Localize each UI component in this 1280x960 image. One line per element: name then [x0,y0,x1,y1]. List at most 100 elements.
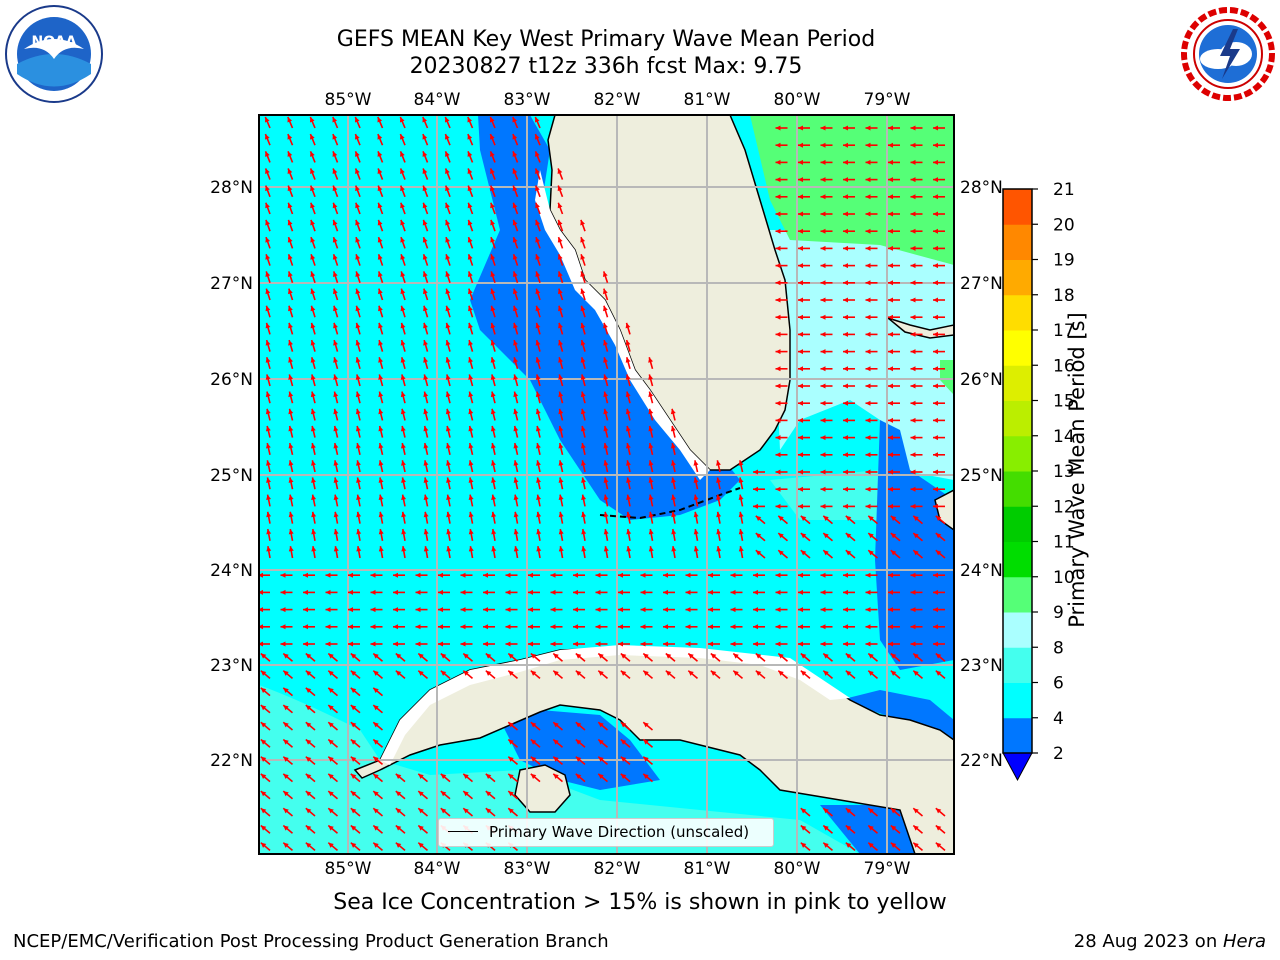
wave-direction-arrow [820,486,833,492]
wave-direction-arrow [865,349,878,355]
wave-direction-arrow [798,211,810,217]
wave-direction-arrow [865,400,878,406]
wave-direction-arrow [445,374,451,387]
wave-direction-arrow [311,477,316,490]
wave-direction-arrow [491,528,497,541]
wave-direction-arrow [378,511,384,524]
wave-direction-arrow [775,366,788,372]
wave-direction-arrow [888,159,900,165]
wave-direction-arrow [512,202,519,215]
wave-direction-arrow [573,572,585,578]
wave-direction-arrow [595,624,608,630]
wave-direction-arrow [355,271,361,284]
wave-direction-arrow [534,168,541,180]
wave-direction-arrow [738,494,744,507]
wave-direction-arrow [355,374,361,387]
wave-direction-arrow [333,546,339,559]
wave-direction-arrow [845,652,856,662]
wave-direction-arrow [260,687,271,697]
wave-direction-arrow [303,624,315,630]
wave-direction-arrow [332,168,339,180]
svg-text:NOAA: NOAA [32,34,77,50]
wave-direction-arrow [910,349,923,355]
wave-direction-arrow [910,331,923,337]
wave-direction-arrow [485,790,496,800]
wave-direction-arrow [490,288,496,301]
wave-direction-arrow [372,842,384,852]
wave-direction-arrow [671,546,677,559]
wave-direction-arrow [305,842,316,852]
wave-direction-arrow [558,546,564,559]
wave-direction-arrow [580,357,586,370]
wave-direction-arrow [395,842,406,852]
wave-direction-arrow [354,185,361,198]
colorbar-segment [1003,330,1032,366]
wave-direction-arrow [489,133,496,146]
wave-direction-arrow [260,652,271,662]
wave-direction-arrow [468,305,474,318]
wave-direction-arrow [912,549,924,559]
wave-direction-arrow [685,641,698,647]
graticule [259,115,954,854]
wave-direction-arrow [663,589,675,595]
ocean-period-9-10-ne [750,115,954,265]
wave-direction-arrow [685,589,698,595]
wave-direction-arrow [580,322,586,335]
wave-direction-arrow [444,116,451,129]
wave-direction-arrow [910,314,923,320]
wave-direction-arrow [910,366,923,372]
wave-direction-arrow [350,704,361,714]
wave-direction-arrow [867,670,879,680]
wave-direction-arrow [640,641,653,647]
wave-direction-arrow [671,477,676,490]
colorbar-segment [1003,189,1032,225]
colorbar-segment [1003,294,1032,331]
wave-direction-arrow [820,366,833,372]
wave-direction-arrow [400,305,406,318]
wave-direction-arrow [800,652,811,662]
wave-direction-arrow [535,236,541,249]
colorbar-tick-label: 17 [1053,321,1075,341]
wave-direction-arrow [333,305,339,318]
wave-direction-arrow [483,589,495,595]
wave-direction-arrow [512,150,519,163]
wave-direction-arrow [415,572,428,578]
lon-label-top: 79°W [864,90,911,110]
lat-label-right: 25°N [960,466,1003,486]
wave-direction-arrow [530,773,541,783]
wave-direction-arrow [550,641,563,647]
wave-direction-arrow [580,442,586,455]
wave-direction-arrow [399,185,406,198]
footer-date-text: 28 Aug 2023 on [1073,931,1223,952]
wave-direction-arrow [933,486,945,492]
wave-direction-arrow [354,150,361,163]
lat-label-left: 27°N [210,274,253,294]
wave-direction-arrow [777,652,789,662]
wave-direction-arrow [822,842,834,852]
wave-direction-arrow [377,202,384,215]
wave-direction-arrow [798,624,810,630]
wave-direction-arrow [445,236,451,249]
wave-direction-arrow [260,670,271,680]
wave-direction-arrow [597,738,609,748]
wave-direction-arrow [393,572,405,578]
wave-direction-arrow [933,228,945,234]
wave-direction-arrow [888,125,900,131]
wave-direction-arrow [467,168,474,180]
wave-direction-arrow [603,357,609,370]
wave-direction-arrow [512,253,519,266]
wave-direction-arrow [843,245,855,251]
wave-direction-arrow [618,641,630,647]
wave-direction-arrow [888,624,900,630]
wave-direction-arrow [595,641,608,647]
wave-direction-arrow [355,391,361,404]
wave-direction-arrow [282,756,294,766]
lon-label-bot: 79°W [864,859,911,879]
wave-direction-arrow [822,670,834,680]
wave-direction-arrow [933,177,945,183]
wave-direction-arrow [820,435,833,441]
wave-direction-arrow [580,425,586,438]
colorbar-segment [1003,259,1032,296]
wave-direction-arrow [512,271,519,284]
wave-direction-arrow [845,532,856,542]
